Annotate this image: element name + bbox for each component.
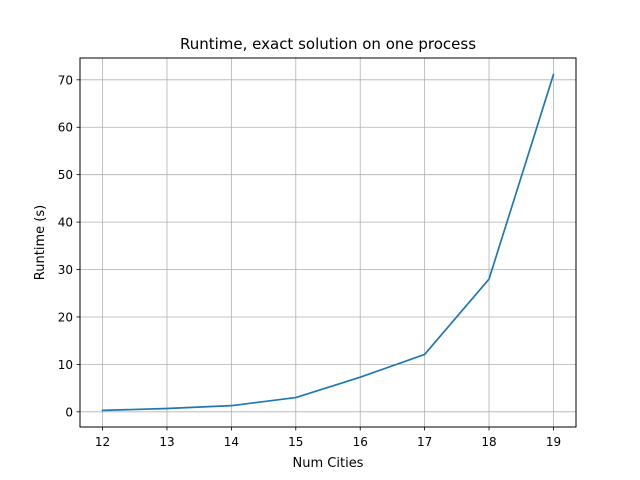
- y-tick-label: 20: [58, 310, 73, 324]
- y-tick-label: 0: [65, 405, 73, 419]
- plot-area: [80, 58, 576, 427]
- y-tick-label: 70: [58, 73, 73, 87]
- x-tick-label: 18: [481, 435, 496, 449]
- y-tick-label: 10: [58, 358, 73, 372]
- series-layer: [101, 73, 555, 412]
- x-tick-label: 17: [417, 435, 432, 449]
- x-tick-label: 15: [288, 435, 303, 449]
- y-tick-label: 30: [58, 263, 73, 277]
- runtime-series-line: [101, 73, 555, 412]
- plot-frame: [79, 57, 577, 428]
- x-tick-label: 12: [95, 435, 110, 449]
- y-tick-label: 50: [58, 168, 73, 182]
- chart-title: Runtime, exact solution on one process: [180, 35, 476, 53]
- y-tick-label: 60: [58, 121, 73, 135]
- y-tick-label: 40: [58, 216, 73, 230]
- x-axis-label: Num Cities: [293, 456, 364, 471]
- y-axis-ticks: 0 10 20 30 40 50 60 70: [58, 73, 80, 419]
- x-tick-label: 16: [353, 435, 368, 449]
- x-axis-ticks: 12 13 14 15 16 17 18 19: [95, 427, 561, 449]
- y-axis-label: Runtime (s): [33, 205, 48, 280]
- x-tick-label: 19: [546, 435, 561, 449]
- x-tick-label: 14: [224, 435, 239, 449]
- grid-lines: [80, 58, 576, 427]
- x-tick-label: 13: [159, 435, 174, 449]
